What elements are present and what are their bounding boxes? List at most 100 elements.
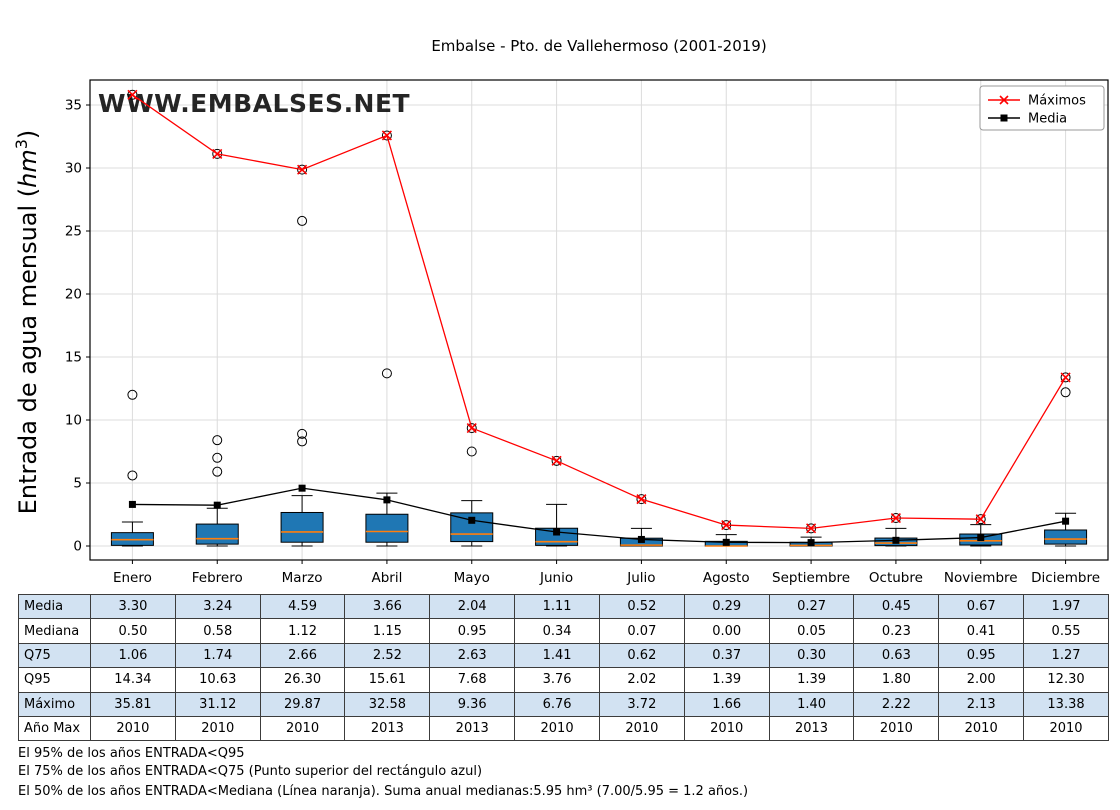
table-cell: 2.04 [429, 593, 516, 620]
table-cell: 12.30 [1023, 667, 1109, 693]
table-cell: 32.58 [344, 691, 431, 717]
x-tick-label: Junio [539, 570, 573, 586]
chart-title: Embalse - Pto. de Vallehermoso (2001-201… [431, 37, 766, 55]
axes: 0 5 10 15 20 25 30 35 Enero Febrero Marzo Abril Mayo… [65, 98, 1100, 587]
table-cell: 35.81 [90, 691, 176, 717]
table-cell: 1.80 [853, 667, 940, 693]
table-cell: 9.36 [429, 691, 516, 717]
y-tick-label: 30 [65, 161, 82, 177]
footnote-mediana: El 50% de los años ENTRADA<Mediana (Líne… [18, 784, 749, 799]
outlier-circle [1060, 387, 1071, 398]
table-cell: 3.30 [90, 593, 176, 620]
table-row-a-o-max: Año Max 2010 2010 2010 2013 2013 2010 2010 2010 2… [18, 715, 1109, 742]
maximos-marker [127, 89, 138, 100]
outlier-circle [381, 368, 392, 379]
table-cell: 0.34 [514, 618, 600, 644]
table-cell: 2010 [90, 715, 176, 742]
table-cell: 1.41 [514, 642, 600, 669]
outlier-circle [212, 452, 223, 463]
x-tick-label: Noviembre [944, 570, 1018, 586]
media-marker [892, 536, 900, 544]
outlier-circle [381, 130, 392, 141]
gridlines [90, 80, 1108, 560]
table-cell: 0.95 [938, 642, 1025, 669]
table-cell: 0.29 [683, 593, 770, 620]
table-cell: 0.58 [174, 618, 261, 644]
x-tick-label: Enero [113, 570, 152, 586]
media-marker [468, 516, 476, 524]
table-cell: 13.38 [1023, 691, 1109, 717]
media-marker [298, 484, 306, 492]
outlier-circle [212, 148, 223, 159]
outlier-circle [127, 89, 138, 100]
table-cell: 2010 [853, 715, 940, 742]
boxplot-group [110, 89, 1088, 547]
table-cell: 2.52 [344, 642, 431, 669]
box [1044, 529, 1088, 545]
maximos-marker [466, 422, 477, 434]
boxplot-chart: WWW.EMBALSES.NET 0 5 10 15 20 25 30 35 Enero Febr… [12, 37, 1109, 587]
maximos-marker [975, 514, 986, 525]
maximos-marker [636, 494, 647, 505]
x-tick-label: Septiembre [772, 570, 850, 586]
table-cell: 0.27 [768, 593, 855, 620]
table-cell: 6.76 [514, 691, 600, 717]
table-cell: 2010 [1023, 715, 1109, 742]
row-label: Mediana [18, 618, 91, 644]
row-label: Año Max [18, 715, 91, 742]
table-cell: 2010 [938, 715, 1025, 742]
maximos-line [132, 94, 1067, 530]
table-row-q95: Q95 14.34 10.63 26.30 15.61 7.68 3.76 2.02 1.39 1… [18, 667, 1109, 693]
outlier-circle [297, 436, 308, 447]
table-cell: 2.13 [938, 691, 1025, 717]
media-marker [977, 534, 985, 542]
table-cell: 2010 [514, 715, 600, 742]
outlier-circle [1060, 372, 1071, 383]
legend-label-maximos: Máximos [1028, 94, 1086, 109]
series-group [127, 89, 1071, 547]
legend-box [979, 85, 1105, 131]
outlier-circle [551, 455, 562, 466]
media-marker [553, 528, 561, 536]
maximos-marker [1060, 372, 1071, 383]
y-tick-label: 15 [65, 350, 82, 366]
table-cell: 0.52 [598, 593, 685, 620]
table-cell: 2.02 [598, 667, 685, 693]
legend-label-media: Media [1028, 112, 1067, 127]
outlier-circle [297, 215, 308, 226]
x-tick-label: Abril [371, 570, 402, 586]
y-tick-label: 0 [73, 539, 82, 555]
table-cell: 0.30 [768, 642, 855, 669]
table-cell: 2013 [344, 715, 431, 742]
table-cell: 1.97 [1023, 593, 1109, 620]
y-tick-label: 5 [73, 476, 82, 492]
y-tick-label: 35 [65, 98, 82, 114]
media-marker [722, 538, 730, 546]
outlier-circle [466, 446, 477, 457]
x-tick-label: Julio [626, 570, 655, 586]
table-cell: 26.30 [259, 667, 346, 693]
maximos-x-icon [999, 95, 1009, 105]
box [280, 511, 324, 543]
table-cell: 1.06 [90, 642, 176, 669]
table-cell: 2013 [429, 715, 516, 742]
stats-table: Media 3.30 3.24 4.59 3.66 2.04 1.11 0.52 0.29 0.2… [18, 593, 1109, 742]
table-cell: 0.55 [1023, 618, 1109, 644]
table-cell: 0.37 [683, 642, 770, 669]
table-cell: 7.68 [429, 667, 516, 693]
table-cell: 2.00 [938, 667, 1025, 693]
table-cell: 10.63 [174, 667, 261, 693]
maximos-marker [212, 148, 223, 159]
table-row-q75: Q75 1.06 1.74 2.66 2.52 2.63 1.41 0.62 0.37 0.30 0… [18, 642, 1109, 669]
footnote-q95: El 95% de los años ENTRADA<Q95 [18, 746, 245, 761]
media-marker [1062, 517, 1070, 525]
table-cell: 1.39 [683, 667, 770, 693]
table-cell: 2010 [174, 715, 261, 742]
table-cell: 0.50 [90, 618, 176, 644]
table-cell: 2010 [683, 715, 770, 742]
outlier-circle [212, 435, 223, 446]
table-cell: 3.72 [598, 691, 685, 717]
table-cell: 1.12 [259, 618, 346, 644]
maximos-marker [381, 130, 392, 141]
outlier-circle [127, 470, 138, 481]
